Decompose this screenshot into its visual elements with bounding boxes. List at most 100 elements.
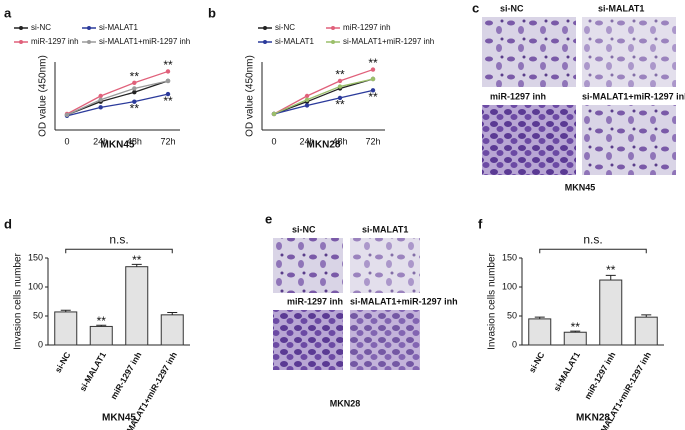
y-tick-label: 50 bbox=[507, 310, 517, 320]
image-label: si-MALAT1 bbox=[362, 224, 408, 234]
y-axis-label: OD value (450nm) bbox=[38, 55, 49, 137]
error-bar bbox=[641, 314, 652, 318]
error-bar bbox=[570, 330, 581, 333]
bar bbox=[160, 314, 184, 346]
x-tick-label: miR-1297 inh bbox=[108, 350, 143, 401]
bracket-label: n.s. bbox=[583, 232, 602, 246]
point bbox=[370, 76, 376, 82]
annotation: ** bbox=[163, 94, 173, 108]
legend-marker bbox=[87, 26, 91, 30]
error-bar bbox=[60, 309, 71, 312]
x-axis-label: MKN28 bbox=[307, 140, 341, 151]
legend-label: miR-1297 inh bbox=[31, 37, 79, 46]
x-tick-label: 48h bbox=[332, 136, 347, 146]
legend-label: miR-1297 inh bbox=[343, 23, 391, 32]
bracket-label: n.s. bbox=[109, 232, 128, 246]
bar bbox=[125, 266, 149, 346]
image-label: miR-1297 inh bbox=[287, 296, 343, 306]
point bbox=[132, 86, 137, 91]
y-axis-label: Invasion cells number bbox=[487, 252, 498, 349]
x-tick-label: si-MALAT1 bbox=[77, 350, 108, 393]
legend-label: si-NC bbox=[31, 23, 51, 32]
x-tick-label: 0 bbox=[64, 136, 69, 146]
micrograph bbox=[273, 238, 343, 293]
y-axis-label: OD value (450nm) bbox=[245, 55, 256, 137]
legend-marker bbox=[263, 40, 267, 44]
error-bar bbox=[167, 312, 178, 315]
point bbox=[271, 111, 277, 117]
legend-label: si-MALAT1+miR-1297 inh bbox=[343, 37, 434, 46]
point bbox=[98, 105, 103, 110]
x-axis-label: MKN28 bbox=[576, 413, 610, 424]
x-axis-label: MKN45 bbox=[101, 140, 135, 151]
annotation: ** bbox=[571, 320, 581, 334]
legend-marker bbox=[87, 40, 91, 44]
error-bar bbox=[96, 324, 107, 327]
series-line bbox=[273, 68, 374, 115]
y-tick-label: 150 bbox=[28, 252, 43, 262]
y-tick-label: 100 bbox=[28, 281, 43, 291]
legend-marker bbox=[263, 26, 267, 30]
point bbox=[98, 97, 103, 102]
y-tick-label: 100 bbox=[502, 281, 517, 291]
x-tick-label: si-NC bbox=[527, 350, 547, 374]
panel-label: b bbox=[208, 5, 216, 20]
y-tick-label: 0 bbox=[512, 339, 517, 349]
point bbox=[165, 91, 171, 97]
error-bar bbox=[131, 263, 142, 267]
panel-label: c bbox=[472, 0, 479, 15]
y-tick-label: 0 bbox=[38, 339, 43, 349]
point bbox=[132, 80, 137, 85]
point bbox=[337, 78, 343, 84]
x-tick-label: 24h bbox=[299, 136, 314, 146]
annotation: ** bbox=[163, 58, 173, 72]
annotation: ** bbox=[335, 98, 345, 112]
x-tick-label: si-MALAT1 bbox=[551, 350, 582, 393]
micrograph bbox=[273, 310, 343, 370]
bar bbox=[54, 311, 78, 346]
micrograph bbox=[482, 105, 576, 175]
legend-label: si-MALAT1+miR-1297 inh bbox=[99, 37, 190, 46]
image-label: si-MALAT1 bbox=[598, 3, 644, 13]
annotation: ** bbox=[368, 90, 378, 104]
point bbox=[337, 95, 343, 101]
bar bbox=[528, 318, 552, 346]
legend-label: si-MALAT1 bbox=[99, 23, 139, 32]
y-tick-label: 50 bbox=[33, 310, 43, 320]
bracket bbox=[539, 248, 647, 254]
micrograph bbox=[350, 238, 420, 293]
series-line bbox=[66, 80, 169, 116]
image-panel-e: e si-NC si-MALAT1 miR-1297 inh si-MALAT1… bbox=[265, 211, 458, 408]
series-line bbox=[273, 89, 374, 115]
error-bar bbox=[605, 274, 616, 281]
annotation: ** bbox=[368, 56, 378, 70]
image-caption: MKN28 bbox=[330, 398, 361, 408]
micrograph bbox=[482, 17, 576, 87]
bar bbox=[563, 331, 587, 346]
legend-marker bbox=[331, 40, 335, 44]
image-label: si-NC bbox=[292, 224, 316, 234]
point bbox=[132, 90, 137, 95]
series-line bbox=[66, 93, 169, 117]
point bbox=[165, 69, 171, 74]
legend-label: si-MALAT1 bbox=[275, 37, 315, 46]
point bbox=[98, 93, 103, 99]
micrograph bbox=[582, 105, 676, 175]
annotation: ** bbox=[97, 314, 107, 328]
legend-marker bbox=[19, 26, 23, 30]
annotation: ** bbox=[335, 67, 345, 81]
annotation: ** bbox=[130, 69, 140, 83]
micrograph bbox=[350, 310, 420, 370]
micrograph bbox=[582, 17, 676, 87]
x-tick-label: 72h bbox=[160, 136, 175, 146]
x-tick-label: miR-1297 inh bbox=[582, 350, 617, 401]
point bbox=[132, 99, 137, 104]
point bbox=[370, 88, 376, 93]
legend-label: si-NC bbox=[275, 23, 295, 32]
error-bar bbox=[534, 316, 545, 319]
bar bbox=[89, 325, 113, 346]
series-line bbox=[273, 78, 374, 115]
x-tick-label: 24h bbox=[93, 136, 108, 146]
image-label: miR-1297 inh bbox=[490, 91, 546, 101]
